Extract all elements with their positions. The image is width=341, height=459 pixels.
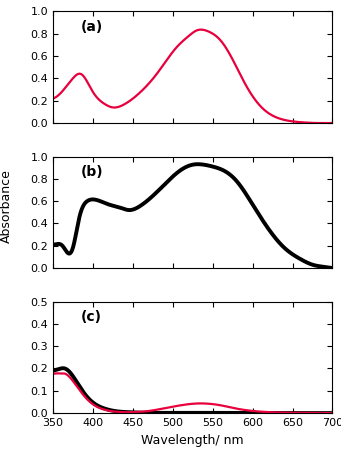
X-axis label: Wavelength/ nm: Wavelength/ nm (142, 433, 244, 447)
Text: (a): (a) (81, 20, 103, 34)
Text: (c): (c) (81, 310, 102, 325)
Text: (b): (b) (81, 165, 103, 179)
Text: Absorbance: Absorbance (0, 170, 13, 243)
